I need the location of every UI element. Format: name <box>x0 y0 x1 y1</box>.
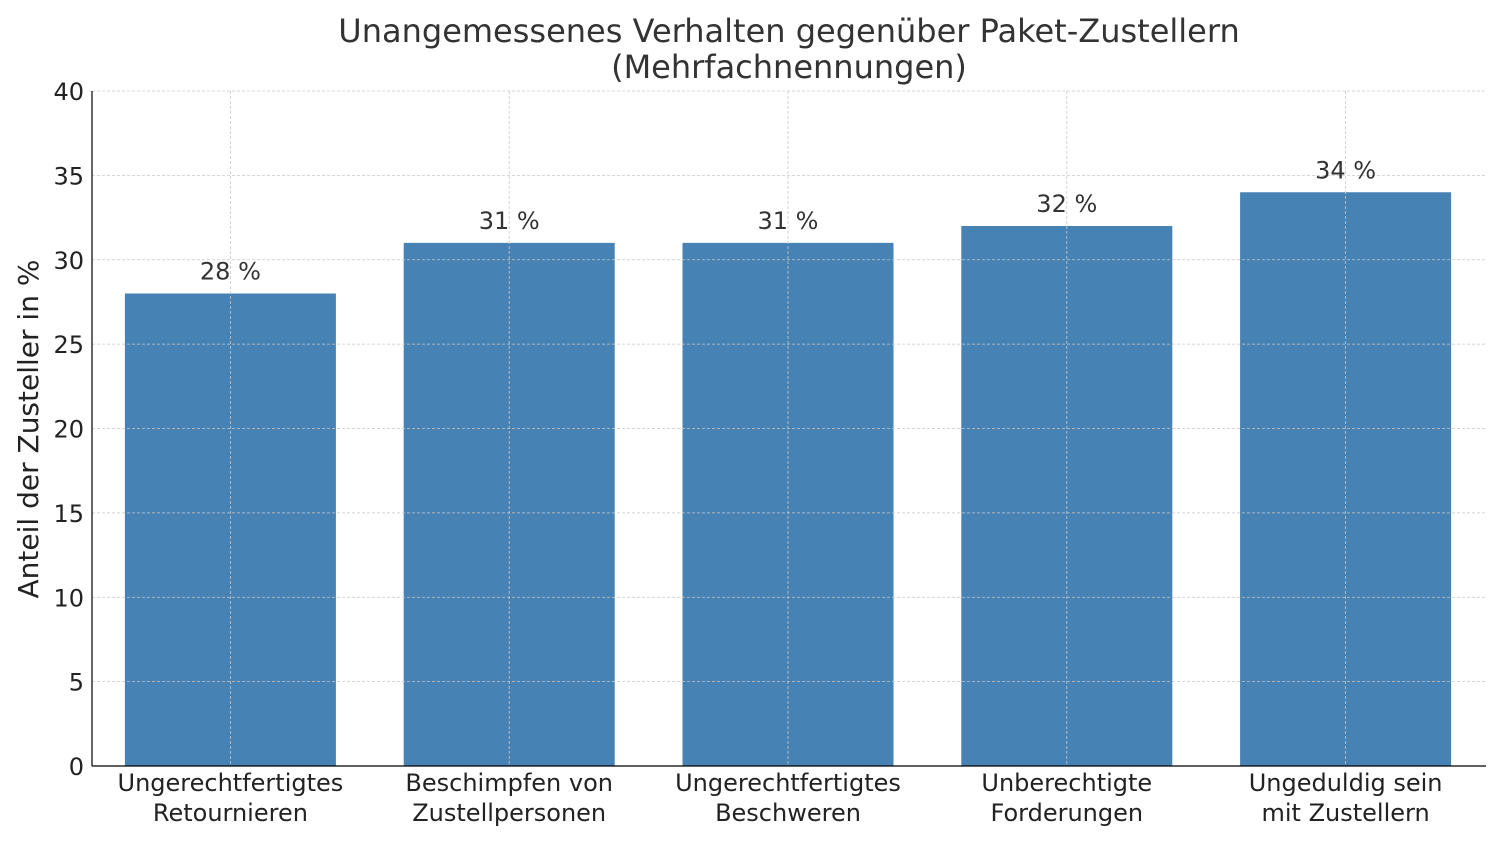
chart-title: Unangemessenes Verhalten gegenüber Paket… <box>338 12 1239 86</box>
y-tick-label: 25 <box>53 331 84 359</box>
x-tick-label: Beschimpfen von Zustellpersonen <box>405 769 613 827</box>
bar <box>124 293 336 766</box>
x-tick-label: Ungeduldig sein mit Zustellern <box>1249 769 1443 827</box>
y-tick-label: 35 <box>53 162 84 190</box>
data-label: 32 % <box>1036 190 1097 218</box>
data-label: 34 % <box>1315 156 1376 184</box>
x-tick-label: Ungerechtfertigtes Retournieren <box>118 769 344 827</box>
y-tick-label: 5 <box>69 669 84 697</box>
x-tick-label: Ungerechtfertigtes Beschweren <box>675 769 901 827</box>
data-label: 31 % <box>479 207 540 235</box>
x-tick-label: Unberechtigte Forderungen <box>981 769 1152 827</box>
y-tick-label: 0 <box>69 753 84 781</box>
data-label: 28 % <box>200 258 261 286</box>
y-tick-label: 40 <box>53 78 84 106</box>
y-axis-label: Anteil der Zusteller in % <box>12 260 45 599</box>
y-tick-label: 10 <box>53 584 84 612</box>
y-tick-label: 30 <box>53 247 84 275</box>
data-label: 31 % <box>758 207 819 235</box>
y-tick-label: 15 <box>53 500 84 528</box>
y-tick-label: 20 <box>53 416 84 444</box>
